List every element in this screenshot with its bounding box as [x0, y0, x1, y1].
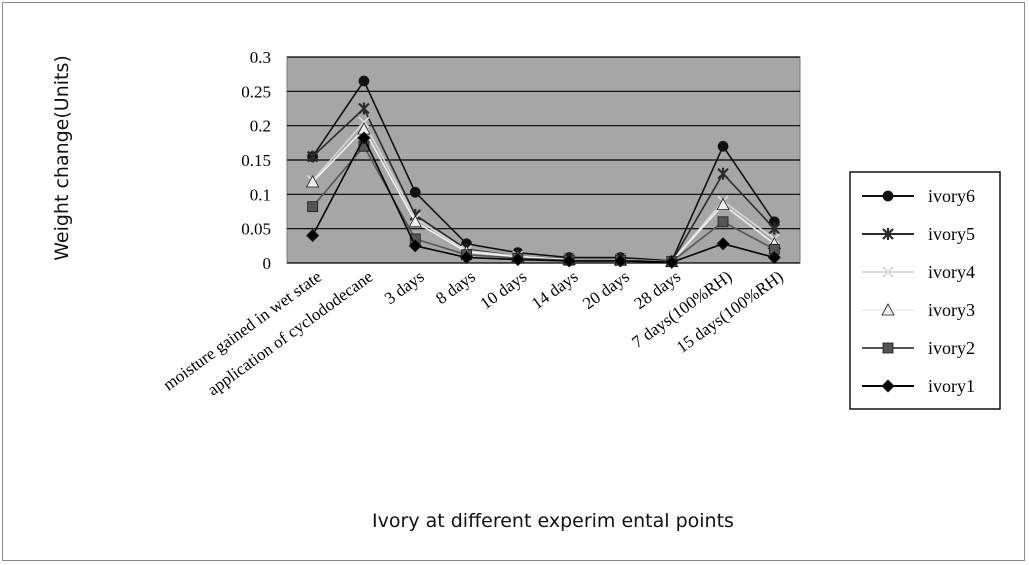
y-tick-label: 0.3 — [250, 48, 271, 67]
data-point-ivory4 — [358, 116, 370, 128]
x-tick-label: 20 days — [579, 267, 633, 313]
y-axis-ticks: 0 0.05 0.1 0.15 0.2 0.25 0.3 — [241, 48, 271, 273]
data-point-ivory1 — [562, 254, 576, 268]
data-point-ivory1 — [511, 253, 525, 267]
series-lines — [305, 75, 782, 269]
data-point-ivory1 — [665, 255, 679, 269]
data-point-ivory6 — [358, 75, 370, 87]
data-point-ivory1 — [767, 250, 781, 265]
x-tick-label: 10 days — [477, 267, 531, 313]
legend-label: ivory6 — [928, 186, 975, 206]
legend-marker-ivory6 — [882, 190, 894, 202]
data-point-ivory1 — [716, 237, 730, 251]
data-point-ivory1 — [306, 228, 320, 243]
data-point-ivory2 — [717, 216, 729, 228]
data-point-ivory1 — [459, 250, 474, 265]
data-point-ivory1 — [357, 131, 371, 145]
legend-marker-ivory1 — [881, 379, 895, 393]
legend-marker-ivory2 — [882, 342, 894, 354]
y-tick-label: 0.15 — [241, 151, 271, 170]
series-ivory1 — [306, 131, 781, 269]
x-tick-label: 8 days — [432, 267, 479, 308]
legend-label: ivory1 — [928, 376, 975, 396]
y-axis-title: Weight change(Units) — [51, 55, 73, 261]
data-point-ivory3 — [716, 197, 730, 211]
legend-marker-ivory5 — [882, 228, 894, 240]
legend-marker-ivory3 — [881, 303, 895, 316]
legend-box — [849, 171, 1001, 410]
legend-label: ivory5 — [928, 224, 975, 244]
data-point-ivory6 — [717, 140, 729, 152]
data-point-ivory5 — [358, 102, 370, 115]
x-axis-category-labels: moisture gained in wet stateapplication … — [160, 267, 787, 399]
legend: ivory6 ivory5 ivory4 ivory3 ivory2 ivory1 — [849, 171, 1001, 410]
data-point-ivory3 — [408, 214, 422, 228]
data-point-ivory5 — [768, 222, 781, 235]
series-line-ivory1 — [311, 136, 775, 264]
y-tick-label: 0.2 — [250, 117, 271, 136]
data-point-ivory6 — [409, 186, 421, 198]
y-tick-label: 0 — [263, 254, 272, 273]
y-tick-label: 0.05 — [241, 220, 271, 239]
legend-label: ivory2 — [928, 338, 975, 358]
data-point-ivory3 — [305, 175, 320, 188]
legend-label: ivory4 — [928, 262, 975, 282]
y-tick-label: 0.1 — [250, 185, 271, 204]
data-point-ivory1 — [408, 239, 422, 253]
x-tick-label: 3 days — [381, 267, 428, 308]
legend-marker-ivory4 — [882, 266, 894, 278]
data-point-ivory1 — [613, 254, 628, 268]
data-point-ivory5 — [306, 150, 319, 163]
data-point-ivory2 — [307, 201, 319, 213]
legend-label: ivory3 — [928, 300, 975, 320]
series-line-ivory3 — [312, 127, 775, 263]
data-point-ivory5 — [717, 167, 729, 180]
x-tick-label: 14 days — [528, 267, 582, 313]
series-line-ivory6 — [311, 79, 776, 262]
x-axis-title: Ivory at different experim ental points — [372, 510, 734, 532]
y-tick-label: 0.25 — [241, 82, 271, 101]
